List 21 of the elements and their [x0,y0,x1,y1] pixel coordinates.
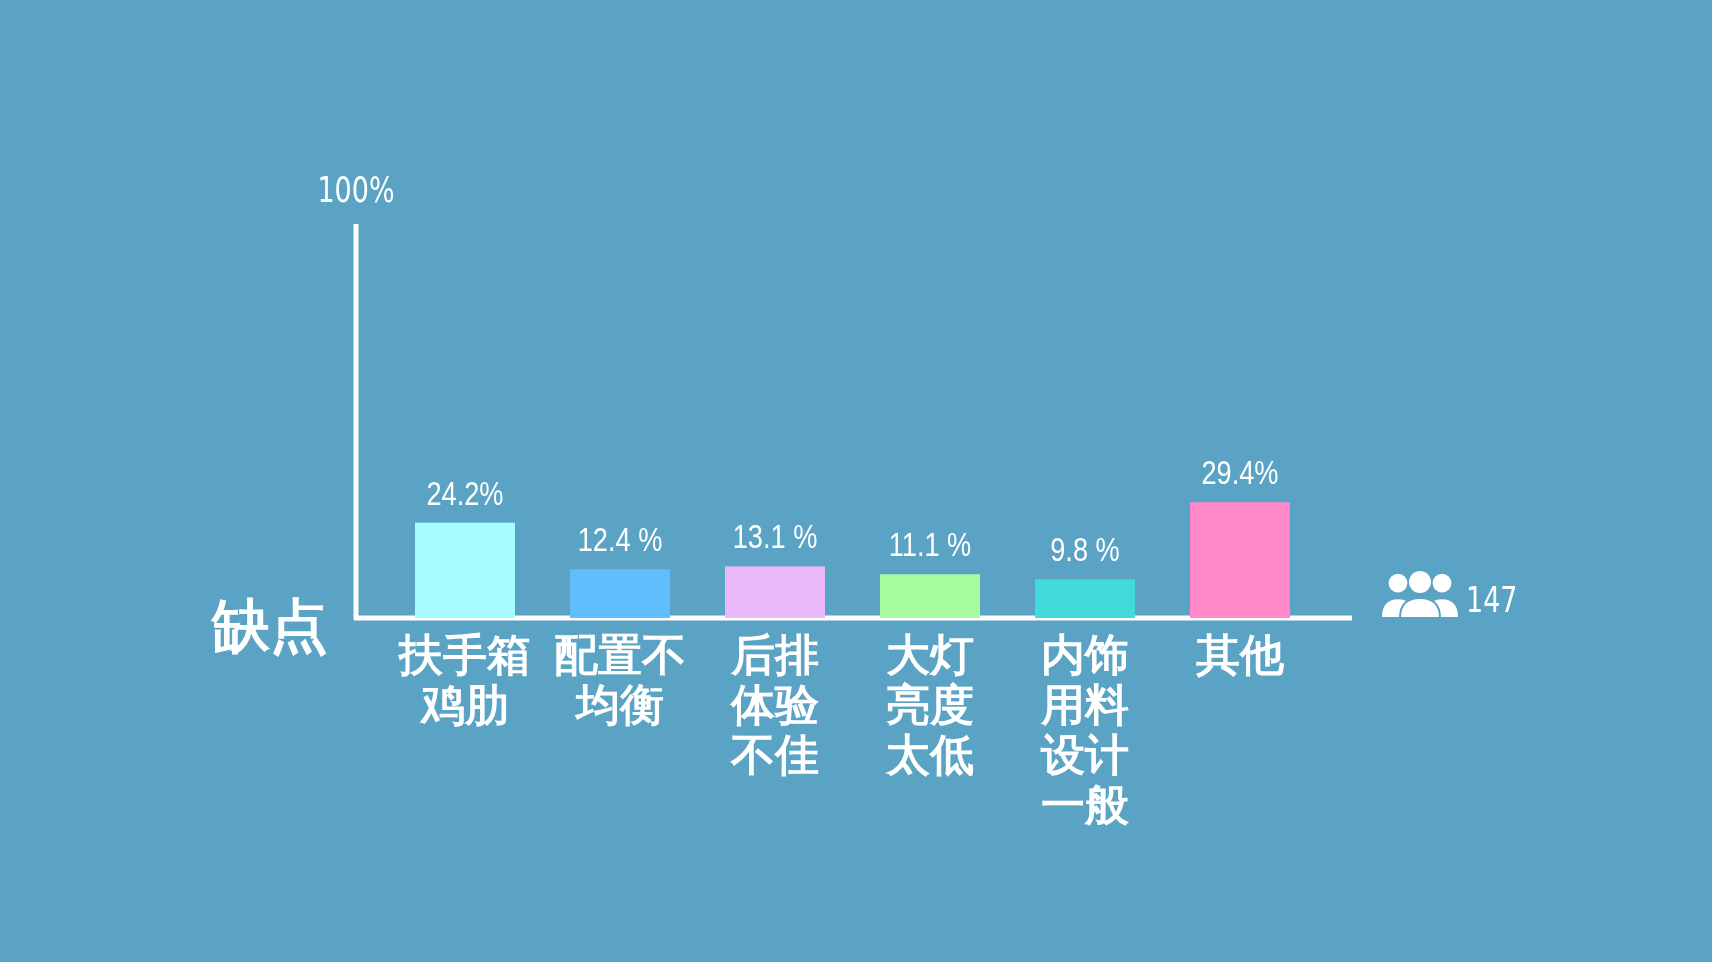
data-label: 9.8 % [1050,530,1120,570]
bar [1035,579,1135,618]
bar [415,522,515,618]
bar [1190,502,1290,618]
data-label: 12.4 % [577,520,663,559]
x-tick-label: 配置不均衡 [554,629,686,730]
data-label: 13.1 % [732,517,818,557]
x-axis-title: 缺点 [210,592,328,660]
x-tick-label: 内饰用料设计一般 [1040,629,1130,830]
x-tick-label: 后排体验不佳 [729,629,820,780]
data-label: 24.2% [426,473,504,513]
bar [570,569,670,618]
bar [725,566,825,618]
bar [880,574,980,618]
text: 147 [1466,578,1518,622]
x-tick-label: 扶手箱鸡肋 [397,629,531,730]
x-tick-label: 大灯亮度太低 [884,629,974,780]
data-label: 11.1 % [888,525,972,564]
x-tick-label: 其他 [1195,629,1285,680]
text: 100% [317,168,395,212]
data-label: 29.4% [1201,453,1279,492]
